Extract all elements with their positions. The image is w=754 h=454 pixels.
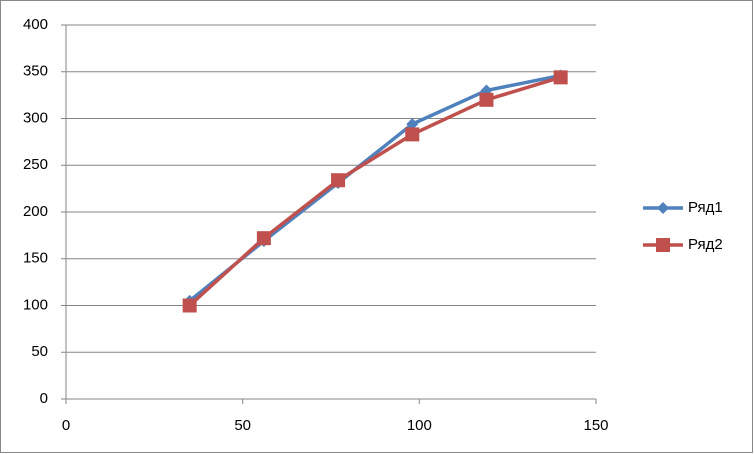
y-tick-label: 400 [23, 16, 48, 33]
legend-label: Ряд1 [688, 199, 723, 216]
y-tick-label: 250 [23, 156, 48, 173]
data-point [256, 231, 271, 246]
y-tick-label: 50 [31, 343, 48, 360]
x-tick-label: 100 [407, 417, 432, 434]
y-tick-label: 350 [23, 63, 48, 80]
data-point [182, 298, 197, 313]
y-tick-label: 200 [23, 203, 48, 220]
series-line [188, 75, 562, 307]
y-tick-label: 150 [23, 250, 48, 267]
y-tick-label: 100 [23, 296, 48, 313]
legend-marker [656, 238, 670, 252]
legend-marker [657, 202, 669, 214]
x-tick-label: 0 [62, 417, 70, 434]
x-tick-label: 150 [583, 417, 608, 434]
data-point [553, 70, 568, 85]
data-point [331, 173, 346, 188]
legend-label: Ряд2 [688, 236, 723, 253]
data-point [405, 127, 420, 142]
data-point [479, 92, 494, 107]
x-tick-label: 50 [234, 417, 251, 434]
y-tick-label: 0 [40, 390, 48, 407]
y-tick-label: 300 [23, 109, 48, 126]
data-point [406, 118, 419, 131]
